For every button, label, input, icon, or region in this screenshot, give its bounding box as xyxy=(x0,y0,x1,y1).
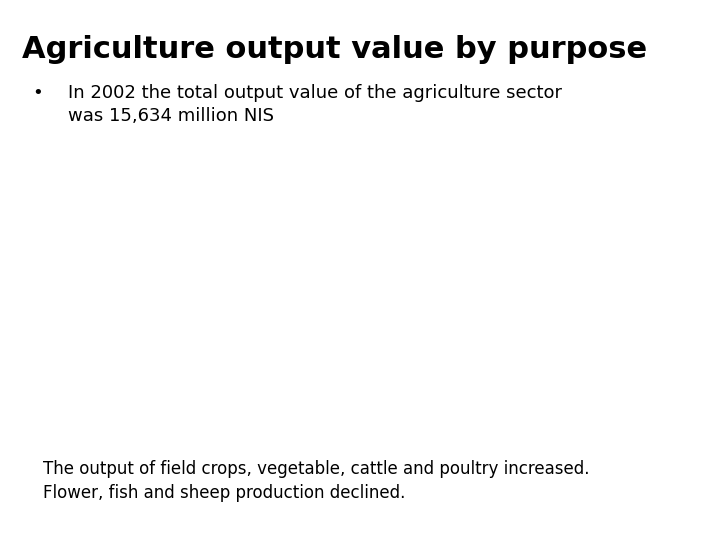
Text: In 2002 the total output value of the agriculture sector
was 15,634 million NIS: In 2002 the total output value of the ag… xyxy=(68,84,562,125)
Text: The output of field crops, vegetable, cattle and poultry increased.
Flower, fish: The output of field crops, vegetable, ca… xyxy=(43,460,590,502)
Text: Agriculture output value by purpose: Agriculture output value by purpose xyxy=(22,35,647,64)
Text: •: • xyxy=(32,84,43,102)
